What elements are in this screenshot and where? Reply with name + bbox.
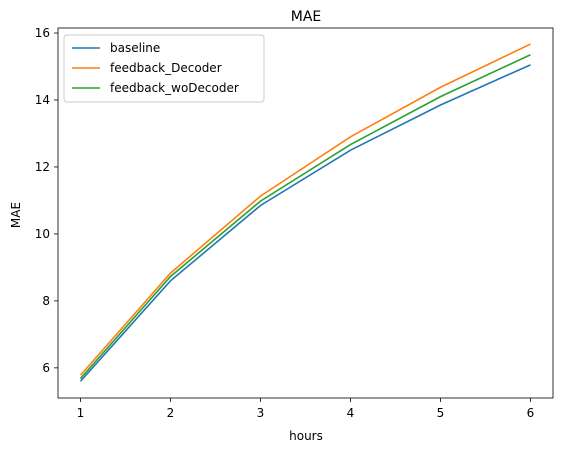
plot-area — [57, 27, 554, 399]
x-tick-label: 5 — [437, 406, 445, 420]
series-lines — [79, 43, 531, 382]
y-tick-label: 8 — [42, 294, 50, 308]
series-line-feedback-decoder — [79, 43, 531, 376]
y-tick-label: 12 — [35, 160, 50, 174]
x-axis: 1 2 3 4 5 6 — [77, 398, 535, 420]
x-tick-label: 2 — [167, 406, 175, 420]
legend-box — [63, 34, 265, 103]
plot-frame — [57, 27, 554, 399]
y-tick-label: 14 — [35, 93, 50, 107]
y-tick-label: 10 — [35, 227, 50, 241]
x-tick-label: 3 — [257, 406, 265, 420]
series-line-baseline — [79, 64, 531, 382]
series-line-feedback-wodecoder — [79, 54, 531, 380]
x-tick-label: 4 — [347, 406, 355, 420]
y-axis-label: MAE — [9, 202, 23, 228]
y-tick-label: 6 — [42, 361, 50, 375]
x-tick-label: 6 — [527, 406, 535, 420]
y-axis: 6 8 10 12 14 16 — [35, 26, 58, 375]
y-tick-label: 16 — [35, 26, 50, 40]
legend: baseline feedback_Decoder feedback_woDecod… — [63, 34, 265, 103]
legend-label: feedback_woDecoder — [110, 81, 239, 95]
legend-label: feedback_Decoder — [110, 61, 222, 75]
chart-title: MAE — [291, 9, 322, 25]
x-axis-label: hours — [289, 429, 323, 443]
x-tick-label: 1 — [77, 406, 85, 420]
legend-label: baseline — [110, 41, 160, 55]
